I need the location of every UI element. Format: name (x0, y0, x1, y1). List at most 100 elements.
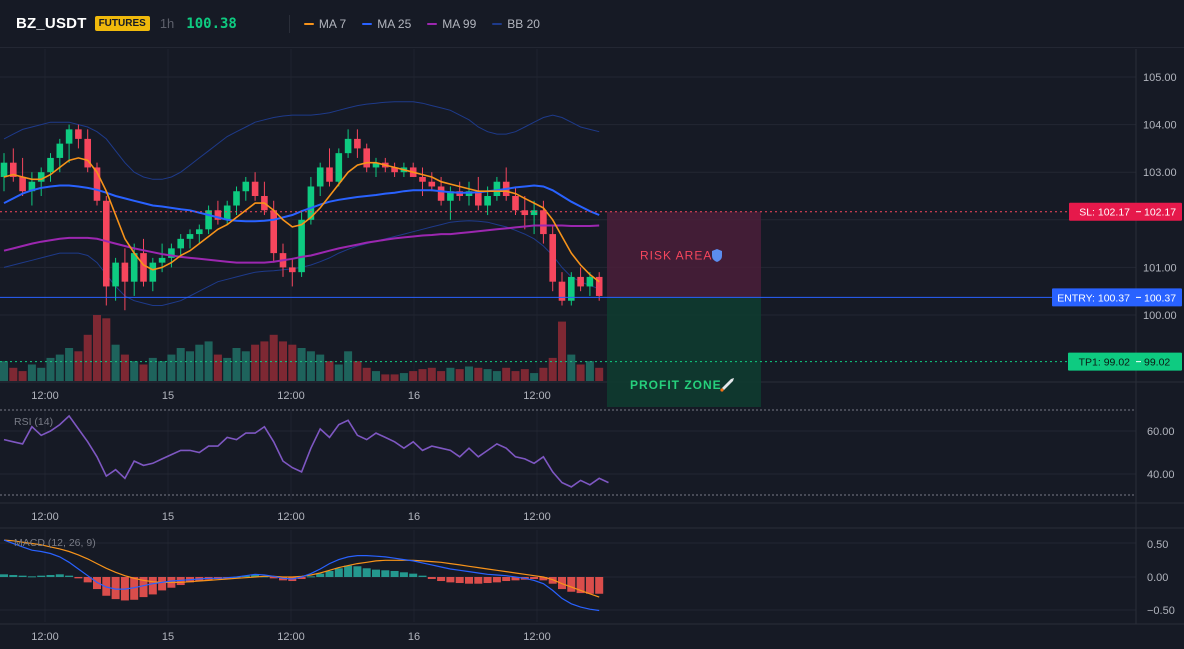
time-tick-label: 12:00 (523, 511, 551, 523)
volume-bar (409, 371, 418, 381)
candle-body (316, 167, 324, 187)
volume-bar (585, 361, 594, 381)
macd-histogram-bar (241, 575, 250, 577)
macd-histogram-bar (558, 577, 566, 590)
volume-bar (567, 354, 576, 381)
symbol-name[interactable]: BZ_USDT (16, 15, 87, 32)
candle-body (214, 210, 222, 220)
time-tick-label: 15 (162, 390, 174, 402)
candle-body (19, 176, 26, 192)
volume-bar (195, 344, 204, 381)
macd-histogram-bar (474, 577, 483, 584)
volume-bar (558, 321, 566, 381)
volume-bar (427, 367, 436, 381)
macd-histogram-bar (55, 574, 64, 577)
candle-body (558, 281, 566, 301)
macd-histogram-bar (437, 577, 446, 582)
candle-body (149, 262, 157, 282)
volume-bar (176, 348, 185, 381)
volume-bar (446, 367, 455, 381)
legend-bb20[interactable]: BB 20 (492, 17, 540, 31)
profit-zone[interactable] (607, 297, 761, 407)
volume-bar (511, 371, 520, 381)
ma25-line (3, 184, 600, 223)
entry-tag[interactable]: ENTRY: 100.37 100.37 (1052, 288, 1182, 307)
candle-body (84, 138, 91, 168)
legend-bb20-label: BB 20 (507, 16, 540, 31)
time-axes: 12:00 15 12:00 16 12:00 12:00 15 12:00 16 12:00 12… (31, 390, 551, 643)
entry-tag-value: 100.37 (1144, 292, 1176, 304)
time-tick-label: 12:00 (31, 390, 59, 402)
candle-body (586, 276, 594, 287)
candle-body (428, 181, 436, 187)
legend-ma7[interactable]: MA 7 (303, 16, 347, 31)
macd-histogram-bar (269, 577, 278, 579)
macd-histogram-bar (130, 577, 139, 600)
legend-ma99[interactable]: MA 99 (427, 17, 476, 31)
macd-histogram-bar (344, 565, 353, 577)
time-tick-label: 16 (408, 631, 420, 643)
candle-body (568, 276, 575, 301)
volume-bar (37, 367, 46, 381)
macd-histogram-bar (381, 570, 390, 577)
interval-selector[interactable]: 1h (159, 16, 175, 31)
legend-ma25[interactable]: MA 25 (362, 17, 411, 31)
candle-body (512, 196, 519, 211)
candle-body (56, 143, 64, 158)
macd-tick-label: 0.50 (1147, 539, 1168, 551)
candle-body (344, 138, 352, 154)
macd-histogram-bar (158, 577, 167, 591)
candle-body (307, 186, 315, 220)
volume-bar (251, 344, 260, 381)
volume-bar (120, 354, 129, 381)
macd-histogram-bar (530, 577, 539, 580)
candle-body (549, 234, 556, 282)
stop-loss-tag-value: 102.17 (1144, 207, 1176, 219)
volume-bar (520, 369, 529, 381)
macd-histogram-bar (483, 577, 492, 584)
volume-bar (186, 351, 194, 381)
macd-histogram-bar (325, 570, 334, 577)
volume-bar (260, 341, 269, 381)
market-type-badge: FUTURES (94, 16, 150, 31)
candle-body (298, 219, 305, 273)
time-tick-label: 15 (162, 631, 174, 643)
header-bar: BZ_USDT FUTURES 1h 100.38 MA 7 MA 25 MA … (0, 0, 1184, 48)
macd-histogram-bar (567, 577, 576, 592)
profit-zone-label: PROFIT ZONE (630, 378, 722, 392)
volume-bar (455, 369, 464, 381)
macd-histogram-bar (65, 575, 74, 577)
stop-loss-tag[interactable]: SL: 102.17 102.17 (1069, 202, 1182, 221)
macd-histogram-bar (9, 574, 18, 577)
time-tick-label: 12:00 (277, 390, 305, 402)
price-tick-label: 100.00 (1143, 310, 1177, 322)
volume-bar (437, 371, 446, 381)
take-profit-tag[interactable]: TP1: 99.02 99.02 (1068, 352, 1182, 371)
candle-body (419, 176, 426, 182)
volume-bar (102, 318, 111, 381)
moving-averages (3, 157, 600, 283)
macd-histogram-bar (418, 575, 427, 577)
volume-bar (483, 369, 492, 381)
price-axis[interactable]: 105.00 104.00 103.00 101.00 100.00 (1143, 72, 1177, 322)
macd-histogram-bar (27, 576, 36, 578)
ma99-swatch (427, 22, 438, 25)
volume-bar (204, 341, 213, 381)
legend-ma7-label: MA 7 (318, 16, 347, 31)
macd-histogram-bar (0, 574, 8, 577)
candle-body (205, 210, 212, 230)
candle-body (47, 157, 54, 173)
volume-bar (269, 334, 278, 381)
risk-area-zone[interactable] (607, 211, 761, 298)
macd-histogram-bar (585, 577, 594, 594)
macd-histogram-bar (502, 577, 511, 582)
macd-histogram-bar (511, 577, 520, 581)
risk-area-label: RISK AREA (640, 249, 712, 263)
volume-bar (213, 354, 222, 381)
candle-body (335, 153, 343, 182)
volume-bar (46, 357, 55, 381)
candle-body (242, 181, 250, 192)
candle-body (10, 162, 17, 177)
candle-body (595, 276, 603, 296)
